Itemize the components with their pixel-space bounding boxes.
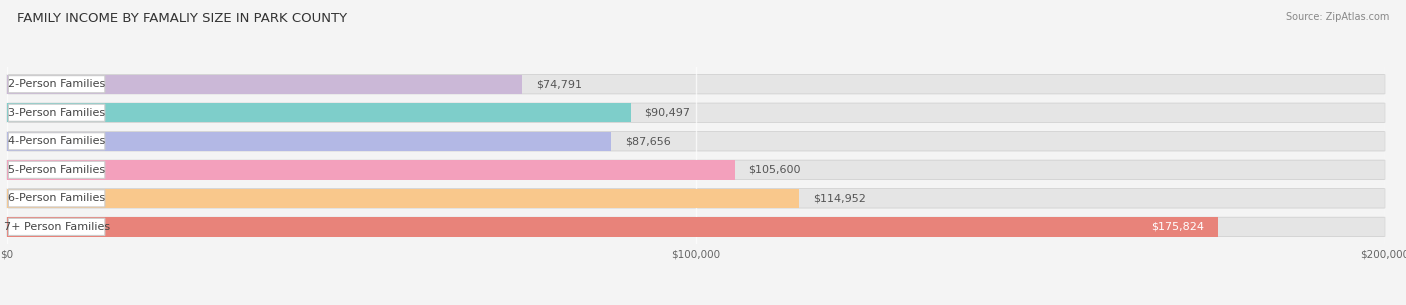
Bar — [7, 131, 612, 151]
Text: $87,656: $87,656 — [624, 136, 671, 146]
Text: $90,497: $90,497 — [644, 108, 690, 118]
Text: $114,952: $114,952 — [813, 193, 866, 203]
FancyBboxPatch shape — [8, 104, 105, 121]
Bar — [7, 217, 1219, 237]
FancyBboxPatch shape — [8, 161, 105, 178]
Text: 3-Person Families: 3-Person Families — [8, 108, 105, 118]
FancyBboxPatch shape — [8, 218, 105, 235]
FancyBboxPatch shape — [7, 189, 1385, 208]
FancyBboxPatch shape — [7, 160, 1385, 180]
Text: 6-Person Families: 6-Person Families — [8, 193, 105, 203]
Text: FAMILY INCOME BY FAMALIY SIZE IN PARK COUNTY: FAMILY INCOME BY FAMALIY SIZE IN PARK CO… — [17, 12, 347, 25]
Text: 7+ Person Families: 7+ Person Families — [4, 222, 110, 232]
FancyBboxPatch shape — [7, 131, 1385, 151]
Text: 5-Person Families: 5-Person Families — [8, 165, 105, 175]
FancyBboxPatch shape — [7, 74, 1385, 94]
Text: 2-Person Families: 2-Person Families — [8, 79, 105, 89]
Bar — [7, 74, 522, 94]
FancyBboxPatch shape — [7, 217, 1385, 237]
FancyBboxPatch shape — [7, 103, 1385, 122]
FancyBboxPatch shape — [8, 76, 105, 93]
Text: 4-Person Families: 4-Person Families — [8, 136, 105, 146]
FancyBboxPatch shape — [8, 190, 105, 207]
Text: $105,600: $105,600 — [748, 165, 801, 175]
Text: $74,791: $74,791 — [536, 79, 582, 89]
FancyBboxPatch shape — [8, 133, 105, 150]
Bar — [7, 160, 734, 180]
Text: $175,824: $175,824 — [1152, 222, 1205, 232]
Text: Source: ZipAtlas.com: Source: ZipAtlas.com — [1285, 12, 1389, 22]
Bar — [7, 189, 799, 208]
Bar — [7, 103, 630, 122]
